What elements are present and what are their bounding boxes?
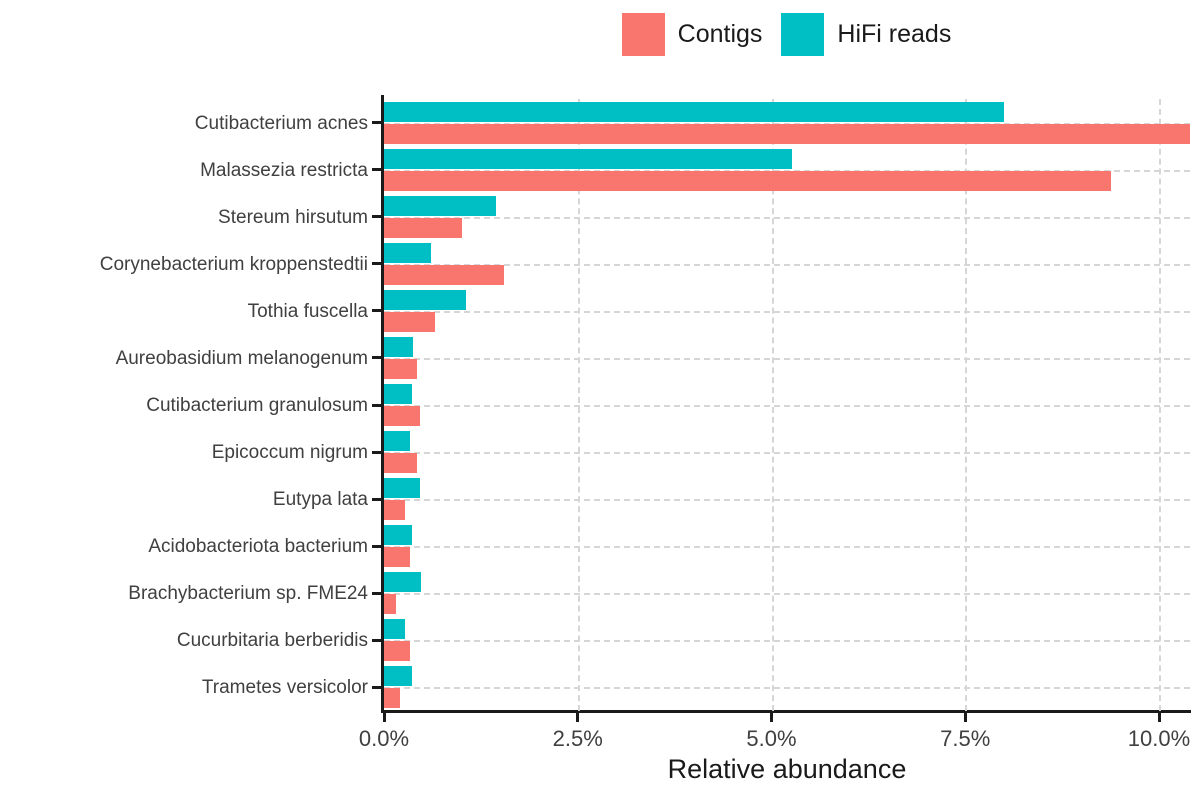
bar-contigs	[384, 170, 1111, 191]
legend: Contigs HiFi reads	[383, 11, 1190, 57]
bar-contigs	[384, 453, 417, 474]
category-label: Cucurbitaria berberidis	[176, 630, 368, 652]
horizontal-gridline	[384, 593, 1190, 596]
category-label: Malassezia restricta	[200, 159, 368, 181]
category-label: Acidobacteriota bacterium	[148, 536, 368, 558]
bar-contigs	[384, 594, 396, 615]
category-band	[384, 99, 1190, 146]
legend-label-hifi-reads: HiFi reads	[837, 19, 952, 48]
bar-contigs	[384, 123, 1190, 144]
bar-hifi-reads	[384, 148, 793, 169]
horizontal-gridline	[384, 357, 1190, 360]
bar-hifi-reads	[384, 101, 1004, 122]
category-band	[384, 193, 1190, 240]
bar-contigs	[384, 358, 418, 379]
horizontal-gridline	[384, 452, 1190, 455]
x-axis-tick	[770, 713, 773, 722]
x-axis-tick	[1157, 713, 1161, 722]
category-label: Aureobasidium melanogenum	[115, 347, 368, 369]
x-axis-tick-label: 0.0%	[358, 726, 410, 751]
legend-item-hifi-reads: HiFi reads	[781, 12, 952, 56]
x-axis-title: Relative abundance	[667, 754, 907, 784]
legend-item-contigs: Contigs	[621, 12, 763, 56]
bar-contigs	[384, 688, 400, 709]
bar-hifi-reads	[384, 383, 412, 404]
y-axis-tick	[372, 309, 381, 313]
category-band	[384, 617, 1190, 664]
y-axis-tick	[372, 685, 381, 689]
category-band	[384, 146, 1190, 193]
legend-label-contigs: Contigs	[677, 19, 763, 48]
y-axis-tick	[372, 450, 381, 454]
x-axis-tick-label: 5.0%	[746, 726, 797, 751]
horizontal-gridline	[384, 640, 1190, 643]
y-axis-tick	[372, 215, 381, 219]
category-band	[384, 523, 1190, 570]
bar-contigs	[384, 405, 420, 426]
horizontal-gridline	[384, 546, 1190, 549]
horizontal-gridline	[384, 263, 1190, 266]
bar-hifi-reads	[384, 478, 420, 499]
category-band	[384, 334, 1190, 381]
y-axis-tick	[372, 262, 381, 266]
bar-hifi-reads	[384, 572, 422, 593]
bar-contigs	[384, 547, 410, 568]
category-band	[384, 664, 1190, 711]
horizontal-gridline	[384, 687, 1190, 690]
y-axis-tick	[372, 168, 381, 172]
horizontal-gridline	[384, 216, 1190, 219]
horizontal-gridline	[384, 310, 1190, 313]
category-band	[384, 476, 1190, 523]
x-axis-tick-label: 10.0%	[1127, 726, 1191, 751]
y-axis-tick	[372, 497, 381, 501]
category-band	[384, 429, 1190, 476]
bar-hifi-reads	[384, 242, 432, 263]
x-axis-tick-label: 7.5%	[940, 726, 991, 751]
horizontal-gridline	[384, 499, 1190, 502]
bar-hifi-reads	[384, 336, 414, 357]
hifi-reads-swatch-icon	[781, 12, 825, 56]
y-axis-tick	[372, 638, 381, 642]
x-axis-tick-label: 2.5%	[552, 726, 603, 751]
bar-hifi-reads	[384, 619, 405, 640]
y-axis-tick	[372, 121, 381, 125]
y-axis-tick	[372, 591, 381, 595]
x-axis-tick	[963, 713, 967, 722]
category-label: Cutibacterium granulosum	[146, 395, 368, 416]
bar-contigs	[384, 264, 505, 285]
category-label: Brachybacterium sp. FME24	[128, 583, 368, 605]
y-axis-tick	[372, 403, 381, 407]
category-label: Corynebacterium kroppenstedtii	[99, 253, 368, 275]
bar-hifi-reads	[384, 289, 467, 310]
x-axis-tick	[576, 713, 580, 722]
x-axis-line	[381, 710, 1191, 713]
category-label: Tothia fuscella	[247, 300, 368, 322]
bar-contigs	[384, 500, 405, 521]
bar-contigs	[384, 641, 411, 662]
y-axis-line	[381, 95, 384, 713]
category-band	[384, 570, 1190, 617]
bar-contigs	[384, 311, 436, 332]
category-band	[384, 287, 1190, 334]
category-label: Stereum hirsutum	[218, 206, 368, 228]
category-label: Epicoccum nigrum	[211, 442, 368, 464]
plot-panel	[384, 99, 1190, 711]
y-axis-tick	[372, 356, 381, 360]
bar-hifi-reads	[384, 431, 411, 452]
category-label: Cutibacterium acnes	[194, 112, 368, 134]
bar-hifi-reads	[384, 525, 412, 546]
category-label: Trametes versicolor	[201, 677, 368, 699]
y-axis-tick	[372, 544, 381, 548]
bar-hifi-reads	[384, 195, 497, 216]
horizontal-gridline	[384, 405, 1190, 407]
contigs-swatch-icon	[621, 12, 665, 56]
bar-hifi-reads	[384, 666, 412, 687]
category-band	[384, 240, 1190, 287]
x-axis-tick	[382, 713, 386, 722]
category-band	[384, 381, 1190, 428]
category-label: Eutypa lata	[272, 489, 368, 511]
bar-contigs	[384, 217, 463, 238]
